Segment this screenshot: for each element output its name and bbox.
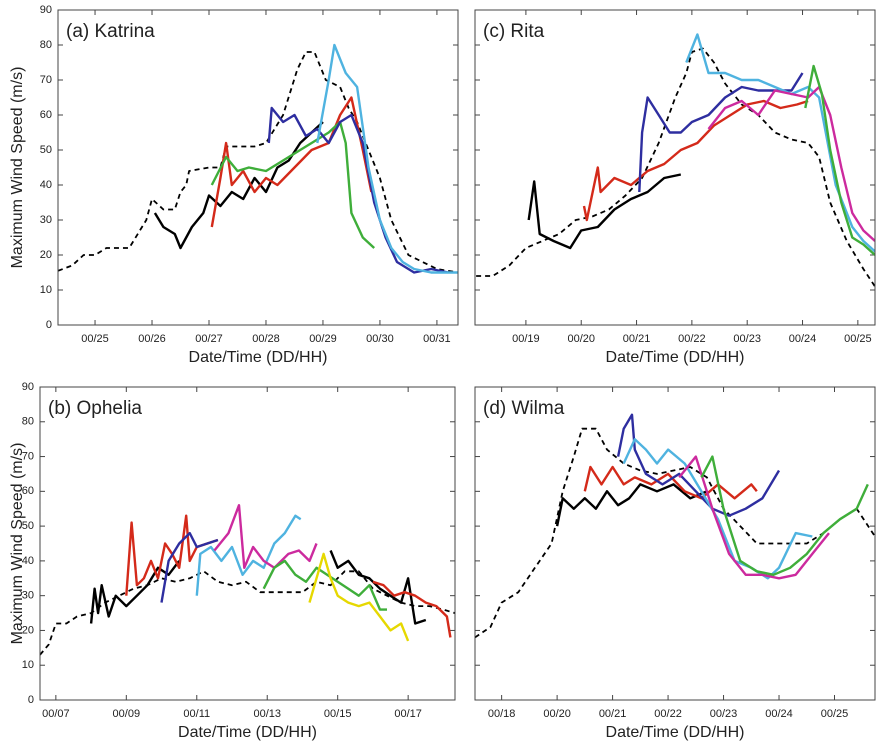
y-tick-label: 90 xyxy=(22,381,34,393)
y-axis-label: Maximum Wind Speed (m/s) xyxy=(9,443,26,645)
plot-frame xyxy=(474,9,876,326)
y-tick-label: 30 xyxy=(40,214,52,226)
y-tick-label: 20 xyxy=(40,249,52,261)
x-tick-label: 00/24 xyxy=(789,333,817,345)
x-axis-label: Date/Time (DD/HH) xyxy=(606,724,745,741)
x-tick-label: 00/25 xyxy=(844,333,872,345)
x-tick-label: 00/28 xyxy=(252,333,280,345)
x-tick-label: 00/11 xyxy=(183,708,210,720)
series-line xyxy=(308,552,410,642)
best-track-line xyxy=(40,570,455,656)
series-line xyxy=(555,483,708,527)
plot-frame xyxy=(474,386,876,701)
x-axis-label: Date/Time (DD/HH) xyxy=(606,349,745,366)
y-tick-label: 90 xyxy=(40,4,52,16)
x-tick-label: 00/13 xyxy=(253,708,281,720)
panel-title: (a) Katrina xyxy=(66,21,155,42)
y-tick-label: 60 xyxy=(22,485,34,497)
x-tick-label: 00/23 xyxy=(710,708,738,720)
series-line xyxy=(210,120,376,249)
x-tick-label: 00/09 xyxy=(113,708,141,720)
x-tick-label: 00/31 xyxy=(423,333,451,345)
x-axis-label: Date/Time (DD/HH) xyxy=(189,349,328,366)
series-line xyxy=(685,33,875,253)
series-line xyxy=(622,438,813,580)
x-tick-label: 00/25 xyxy=(81,333,109,345)
series-line xyxy=(638,72,804,193)
series-line xyxy=(804,64,875,256)
y-tick-label: 0 xyxy=(46,319,52,331)
panel-title: (b) Ophelia xyxy=(48,398,142,419)
plot-frame xyxy=(39,386,456,701)
y-tick-label: 10 xyxy=(22,659,34,671)
best-track-line xyxy=(476,47,875,287)
x-tick-label: 00/21 xyxy=(599,708,627,720)
panel-title: (c) Rita xyxy=(483,21,545,42)
series-line xyxy=(153,121,324,250)
series-line xyxy=(316,43,458,274)
x-tick-label: 00/27 xyxy=(195,333,223,345)
y-tick-label: 20 xyxy=(22,624,34,636)
x-tick-label: 00/20 xyxy=(567,333,595,345)
x-tick-label: 00/24 xyxy=(765,708,793,720)
y-tick-label: 80 xyxy=(40,39,52,51)
y-tick-label: 50 xyxy=(40,144,52,156)
y-tick-label: 70 xyxy=(40,74,52,86)
x-tick-label: 00/29 xyxy=(309,333,337,345)
x-tick-label: 00/21 xyxy=(623,333,651,345)
y-tick-label: 10 xyxy=(40,284,52,296)
series-line xyxy=(527,173,682,250)
series-line xyxy=(195,514,302,596)
series-line xyxy=(678,455,830,580)
x-tick-label: 00/18 xyxy=(488,708,516,720)
panel-title: (d) Wilma xyxy=(483,398,565,419)
y-tick-label: 40 xyxy=(40,179,52,191)
series-line xyxy=(582,99,809,222)
series-line xyxy=(616,413,781,517)
y-tick-label: 30 xyxy=(22,590,34,602)
series-line xyxy=(267,106,449,274)
x-axis-label: Date/Time (DD/HH) xyxy=(178,724,317,741)
x-tick-label: 00/19 xyxy=(512,333,540,345)
series-line xyxy=(262,559,387,611)
x-tick-label: 00/07 xyxy=(42,708,70,720)
x-tick-label: 00/20 xyxy=(543,708,571,720)
x-tick-label: 00/15 xyxy=(324,708,352,720)
x-tick-label: 00/22 xyxy=(654,708,682,720)
y-tick-label: 70 xyxy=(22,450,34,462)
x-tick-label: 00/17 xyxy=(394,708,422,720)
y-tick-label: 50 xyxy=(22,520,34,532)
series-line xyxy=(707,85,875,242)
plot-frame xyxy=(57,9,459,326)
y-tick-label: 0 xyxy=(28,694,34,706)
y-tick-label: 40 xyxy=(22,555,34,567)
series-line xyxy=(700,455,869,576)
y-tick-label: 80 xyxy=(22,416,34,428)
x-tick-label: 00/25 xyxy=(821,708,849,720)
series-line xyxy=(125,514,452,638)
series-line xyxy=(583,465,758,500)
x-tick-label: 00/23 xyxy=(733,333,761,345)
y-tick-label: 60 xyxy=(40,109,52,121)
x-tick-label: 00/22 xyxy=(678,333,706,345)
x-tick-label: 00/26 xyxy=(138,333,166,345)
best-track-line xyxy=(475,427,875,639)
series-line xyxy=(210,96,373,228)
y-axis-label: Maximum Wind Speed (m/s) xyxy=(9,67,26,269)
series-line xyxy=(160,531,219,603)
x-tick-label: 00/30 xyxy=(366,333,394,345)
series-line xyxy=(213,504,318,569)
best-track-line xyxy=(58,51,458,274)
